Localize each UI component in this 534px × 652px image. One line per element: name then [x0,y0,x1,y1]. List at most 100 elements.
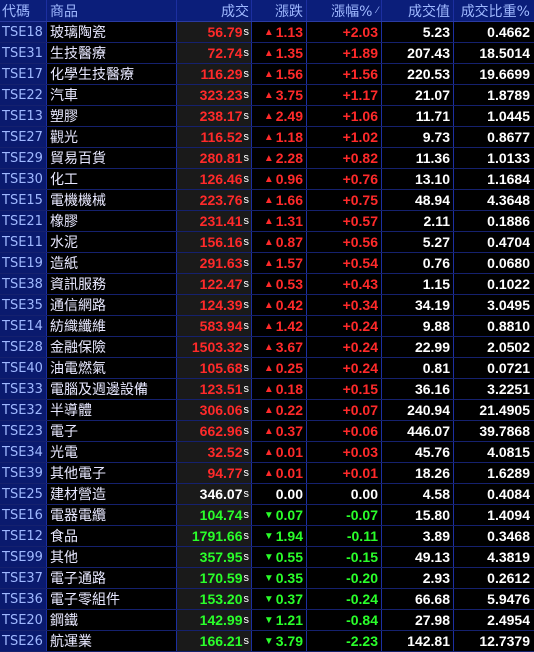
row-name[interactable]: 觀光 [47,127,177,147]
table-row[interactable]: TSE36 電子零組件 153.20 s ▼ 0.37 -0.24 66.68 5.9476 [0,589,534,610]
table-row[interactable]: TSE22 汽車 323.23 s ▲ 3.75 +1.17 21.07 1.8789 [0,85,534,106]
row-name[interactable]: 橡膠 [47,211,177,231]
table-row[interactable]: TSE28 金融保險 1503.32 s ▲ 3.67 +0.24 22.99 2.0502 [0,337,534,358]
row-code[interactable]: TSE22 [0,85,47,105]
table-row[interactable]: TSE12 食品 1791.66 s ▼ 1.94 -0.11 3.89 0.3468 [0,526,534,547]
row-code[interactable]: TSE17 [0,64,47,84]
row-name[interactable]: 其他電子 [47,463,177,483]
row-name[interactable]: 其他 [47,547,177,567]
header-ratio[interactable]: 成交比重% [460,3,530,20]
row-name[interactable]: 光電 [47,442,177,462]
row-name[interactable]: 電子 [47,421,177,441]
row-name[interactable]: 航運業 [47,631,177,651]
table-row[interactable]: TSE21 橡膠 231.41 s ▲ 1.31 +0.57 2.11 0.1886 [0,211,534,232]
row-name[interactable]: 化學生技醫療 [47,64,177,84]
table-row[interactable]: TSE17 化學生技醫療 116.29 s ▲ 1.56 +1.56 220.53 19.669… [0,64,534,85]
table-row[interactable]: TSE16 電器電纜 104.74 s ▼ 0.07 -0.07 15.80 1.4094 [0,505,534,526]
row-code[interactable]: TSE36 [0,589,47,609]
table-row[interactable]: TSE37 電子通路 170.59 s ▼ 0.35 -0.20 2.93 0.2612 [0,568,534,589]
row-code[interactable]: TSE33 [0,379,47,399]
table-row[interactable]: TSE40 油電燃氣 105.68 s ▲ 0.25 +0.24 0.81 0.0721 [0,358,534,379]
table-row[interactable]: TSE30 化工 126.46 s ▲ 0.96 +0.76 13.10 1.1684 [0,169,534,190]
row-code[interactable]: TSE26 [0,631,47,651]
row-code[interactable]: TSE32 [0,400,47,420]
row-code[interactable]: TSE15 [0,190,47,210]
table-row[interactable]: TSE32 半導體 306.06 s ▲ 0.22 +0.07 240.94 21.4905 [0,400,534,421]
triangle-up-icon: ▲ [263,152,274,164]
row-code[interactable]: TSE99 [0,547,47,567]
row-name[interactable]: 通信網路 [47,295,177,315]
row-name[interactable]: 貿易百貨 [47,148,177,168]
row-name[interactable]: 生技醫療 [47,43,177,63]
row-name[interactable]: 玻璃陶瓷 [47,22,177,42]
header-change[interactable]: 漲跌 [252,0,307,21]
row-name[interactable]: 金融保險 [47,337,177,357]
row-name[interactable]: 造紙 [47,253,177,273]
table-row[interactable]: TSE99 其他 357.95 s ▼ 0.55 -0.15 49.13 4.3819 [0,547,534,568]
row-code[interactable]: TSE34 [0,442,47,462]
table-row[interactable]: TSE35 通信網路 124.39 s ▲ 0.42 +0.34 34.19 3.0495 [0,295,534,316]
row-code[interactable]: TSE11 [0,232,47,252]
row-code[interactable]: TSE21 [0,211,47,231]
row-name[interactable]: 水泥 [47,232,177,252]
table-row[interactable]: TSE34 光電 32.52 s ▲ 0.01 +0.03 45.76 4.0815 [0,442,534,463]
row-name[interactable]: 鋼鐵 [47,610,177,630]
table-row[interactable]: TSE19 造紙 291.63 s ▲ 1.57 +0.54 0.76 0.0680 [0,253,534,274]
row-name[interactable]: 食品 [47,526,177,546]
row-name[interactable]: 電腦及週邊設備 [47,379,177,399]
row-code[interactable]: TSE40 [0,358,47,378]
row-name[interactable]: 資訊服務 [47,274,177,294]
row-name[interactable]: 半導體 [47,400,177,420]
row-name[interactable]: 紡織纖維 [47,316,177,336]
row-name[interactable]: 電子零組件 [47,589,177,609]
table-row[interactable]: TSE39 其他電子 94.77 s ▲ 0.01 +0.01 18.26 1.6289 [0,463,534,484]
header-price[interactable]: 成交 [177,0,252,21]
table-row[interactable]: TSE18 玻璃陶瓷 56.79 s ▲ 1.13 +2.03 5.23 0.4662 [0,22,534,43]
row-code[interactable]: TSE20 [0,610,47,630]
header-code[interactable]: 代碼 [0,0,47,21]
row-name[interactable]: 電器電纜 [47,505,177,525]
row-code[interactable]: TSE13 [0,106,47,126]
row-code[interactable]: TSE27 [0,127,47,147]
row-code[interactable]: TSE14 [0,316,47,336]
row-code[interactable]: TSE29 [0,148,47,168]
row-code[interactable]: TSE35 [0,295,47,315]
header-volume[interactable]: 成交值 [382,0,454,21]
row-change-value: 3.75 [275,87,303,103]
row-code[interactable]: TSE25 [0,484,47,504]
row-code[interactable]: TSE31 [0,43,47,63]
table-row[interactable]: TSE27 觀光 116.52 s ▲ 1.18 +1.02 9.73 0.8677 [0,127,534,148]
table-row[interactable]: TSE11 水泥 156.16 s ▲ 0.87 +0.56 5.27 0.4704 [0,232,534,253]
row-code[interactable]: TSE18 [0,22,47,42]
sort-icon[interactable]: ⁄ [376,5,378,16]
header-change-pct[interactable]: 漲幅% ⁄ [307,0,382,21]
table-row[interactable]: TSE23 電子 662.96 s ▲ 0.37 +0.06 446.07 39.7868 [0,421,534,442]
row-name[interactable]: 建材營造 [47,484,177,504]
table-row[interactable]: TSE25 建材營造 346.07 s 0.00 0.00 4.58 0.4084 [0,484,534,505]
table-row[interactable]: TSE31 生技醫療 72.74 s ▲ 1.35 +1.89 207.43 18.5014 [0,43,534,64]
row-code[interactable]: TSE23 [0,421,47,441]
row-code[interactable]: TSE16 [0,505,47,525]
row-code[interactable]: TSE37 [0,568,47,588]
table-row[interactable]: TSE29 貿易百貨 280.81 s ▲ 2.28 +0.82 11.36 1.0133 [0,148,534,169]
table-row[interactable]: TSE15 電機機械 223.76 s ▲ 1.66 +0.75 48.94 4.3648 [0,190,534,211]
table-row[interactable]: TSE20 鋼鐵 142.99 s ▼ 1.21 -0.84 27.98 2.4954 [0,610,534,631]
table-row[interactable]: TSE33 電腦及週邊設備 123.51 s ▲ 0.18 +0.15 36.16 3.2251 [0,379,534,400]
row-code[interactable]: TSE30 [0,169,47,189]
row-code[interactable]: TSE28 [0,337,47,357]
row-name[interactable]: 電子通路 [47,568,177,588]
table-row[interactable]: TSE13 塑膠 238.17 s ▲ 2.49 +1.06 11.71 1.0445 [0,106,534,127]
table-row[interactable]: TSE38 資訊服務 122.47 s ▲ 0.53 +0.43 1.15 0.1022 [0,274,534,295]
row-code[interactable]: TSE12 [0,526,47,546]
row-name[interactable]: 油電燃氣 [47,358,177,378]
row-name[interactable]: 塑膠 [47,106,177,126]
table-row[interactable]: TSE14 紡織纖維 583.94 s ▲ 1.42 +0.24 9.88 0.8810 [0,316,534,337]
row-code[interactable]: TSE38 [0,274,47,294]
row-name[interactable]: 電機機械 [47,190,177,210]
row-name[interactable]: 汽車 [47,85,177,105]
header-name[interactable]: 商品 [47,0,177,21]
row-code[interactable]: TSE39 [0,463,47,483]
row-code[interactable]: TSE19 [0,253,47,273]
table-row[interactable]: TSE26 航運業 166.21 s ▼ 3.79 -2.23 142.81 12.7379 [0,631,534,652]
row-name[interactable]: 化工 [47,169,177,189]
